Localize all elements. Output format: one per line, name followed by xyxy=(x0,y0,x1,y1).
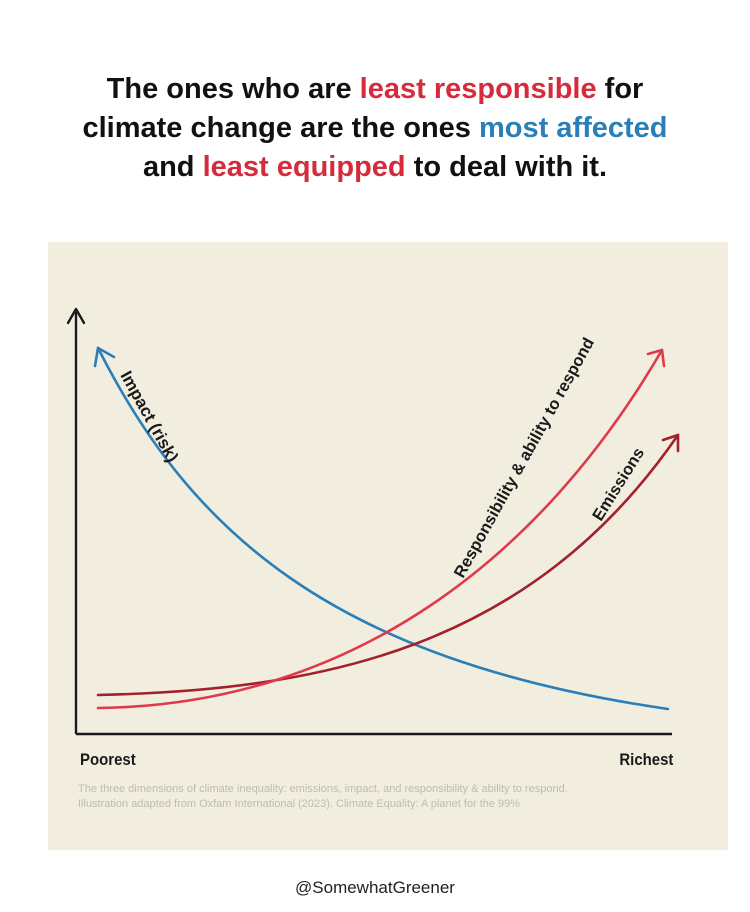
series-line-responsibility xyxy=(96,348,664,710)
headline: The ones who are least responsible for c… xyxy=(0,70,750,187)
x-axis-label-richest: Richest xyxy=(619,750,674,769)
series-line-impact xyxy=(96,346,670,711)
headline-highlight-most-affected: most affected xyxy=(478,112,668,144)
headline-text: to deal with it. xyxy=(405,151,608,183)
series-arrowhead-responsibility xyxy=(646,348,666,368)
headline-text: for xyxy=(596,73,644,105)
caption-line-1: The three dimensions of climate inequali… xyxy=(78,783,568,795)
series-arrowhead-impact xyxy=(93,346,116,368)
headline-line-1: The ones who are least responsible for xyxy=(0,70,750,109)
series-arrowhead-emissions xyxy=(661,433,680,453)
credit-handle: @SomewhatGreener xyxy=(295,878,455,897)
headline-text: climate change are the ones xyxy=(82,112,479,144)
y-axis-arrowhead xyxy=(66,307,86,325)
headline-highlight-least-equipped: least equipped xyxy=(202,151,406,183)
series-line-emissions xyxy=(96,433,680,697)
chart-panel xyxy=(48,242,728,850)
headline-line-3: and least equipped to deal with it. xyxy=(0,148,750,187)
headline-text: and xyxy=(142,151,203,183)
x-axis-label-poorest: Poorest xyxy=(80,750,136,769)
caption-line-2: Illustration adapted from Oxfam Internat… xyxy=(78,798,521,810)
headline-text: The ones who are xyxy=(106,73,360,105)
series-label-impact: Impact (risk) xyxy=(117,368,183,466)
series-label-responsibility: Responsibility & ability to respond xyxy=(451,335,598,581)
headline-line-2: climate change are the ones most affecte… xyxy=(0,109,750,148)
chart-caption: The three dimensions of climate inequali… xyxy=(78,782,718,812)
headline-highlight-least-responsible: least responsible xyxy=(359,73,597,105)
